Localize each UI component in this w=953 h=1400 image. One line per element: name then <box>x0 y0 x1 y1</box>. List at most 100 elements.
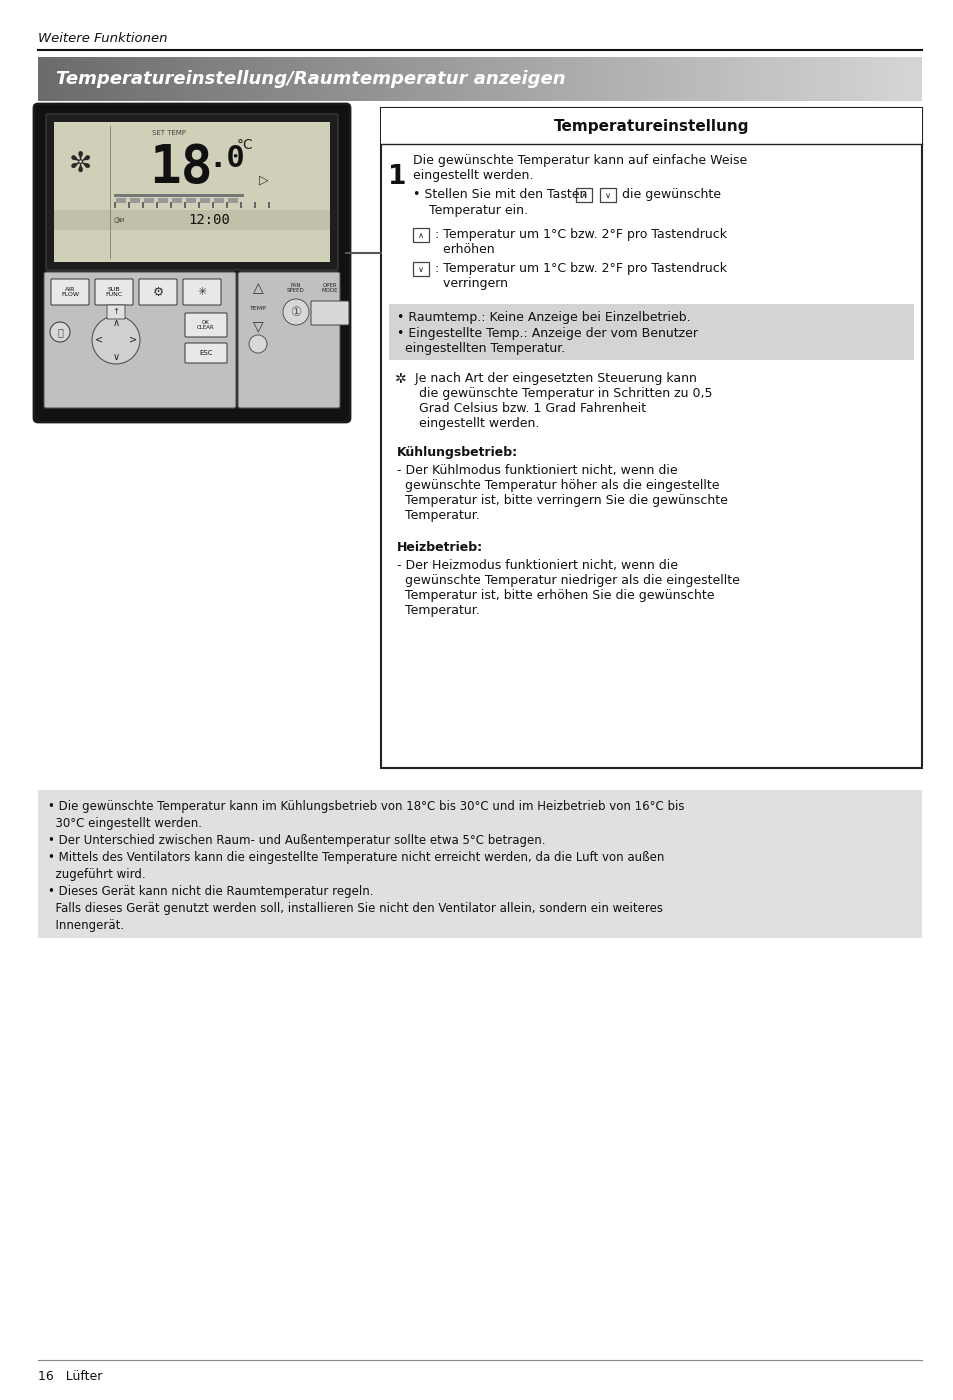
FancyBboxPatch shape <box>44 272 235 407</box>
Text: ↑: ↑ <box>112 308 119 316</box>
Bar <box>141 57 149 101</box>
Text: Temperatur ist, bitte erhöhen Sie die gewünschte: Temperatur ist, bitte erhöhen Sie die ge… <box>396 589 714 602</box>
Bar <box>200 57 208 101</box>
Bar <box>517 57 524 101</box>
Text: OPER
MODE: OPER MODE <box>321 283 338 294</box>
Bar <box>634 57 642 101</box>
Text: ○: ○ <box>113 217 120 223</box>
Bar <box>369 57 377 101</box>
Bar <box>281 57 289 101</box>
Bar <box>113 202 116 209</box>
Text: • Eingestellte Temp.: Anzeige der vom Benutzer: • Eingestellte Temp.: Anzeige der vom Be… <box>396 328 698 340</box>
Text: ∨: ∨ <box>417 265 424 273</box>
Text: 12:00: 12:00 <box>188 213 230 227</box>
Text: eingestellt werden.: eingestellt werden. <box>413 169 533 182</box>
Bar <box>222 57 230 101</box>
Text: >: > <box>129 335 137 344</box>
Bar <box>487 57 495 101</box>
Bar <box>414 57 421 101</box>
Text: die gewünschte Temperatur in Schritten zu 0,5: die gewünschte Temperatur in Schritten z… <box>411 386 712 400</box>
Text: ∨: ∨ <box>112 351 119 363</box>
Bar <box>841 57 848 101</box>
Bar <box>413 262 429 276</box>
Bar <box>119 57 127 101</box>
Text: SUB
FUNC: SUB FUNC <box>105 287 123 297</box>
Bar <box>599 188 616 202</box>
Bar <box>899 57 907 101</box>
Text: gewünschte Temperatur höher als die eingestellte: gewünschte Temperatur höher als die eing… <box>396 479 719 491</box>
Bar <box>884 57 892 101</box>
Bar <box>144 197 153 203</box>
Bar <box>384 57 392 101</box>
Text: ∧: ∧ <box>112 318 119 328</box>
Bar <box>788 57 797 101</box>
Bar <box>333 57 340 101</box>
Bar <box>130 197 140 203</box>
Bar <box>509 57 517 101</box>
Text: eingestellt werden.: eingestellt werden. <box>411 417 538 430</box>
Bar <box>116 197 126 203</box>
Text: °C: °C <box>236 139 253 153</box>
Bar <box>406 57 414 101</box>
Bar <box>133 57 141 101</box>
Bar <box>38 57 46 101</box>
Bar <box>877 57 884 101</box>
Bar <box>339 57 348 101</box>
Text: Temperatur.: Temperatur. <box>396 510 479 522</box>
Bar <box>730 57 738 101</box>
FancyBboxPatch shape <box>185 314 227 337</box>
Bar <box>178 57 186 101</box>
Bar <box>553 57 561 101</box>
Bar <box>576 188 592 202</box>
Bar <box>113 195 244 197</box>
Bar <box>663 57 671 101</box>
Bar <box>268 202 270 209</box>
Bar <box>649 57 657 101</box>
Text: ✳: ✳ <box>197 287 207 297</box>
Text: Kühlungsbetrieb:: Kühlungsbetrieb: <box>396 447 517 459</box>
Bar <box>68 57 75 101</box>
Text: <: < <box>95 335 103 344</box>
Text: ✲: ✲ <box>395 372 406 386</box>
Bar <box>228 197 237 203</box>
Bar <box>450 57 458 101</box>
Bar <box>149 57 156 101</box>
Bar <box>869 57 878 101</box>
Bar <box>428 57 436 101</box>
Text: - Der Kühlmodus funktioniert nicht, wenn die: - Der Kühlmodus funktioniert nicht, wenn… <box>396 463 677 477</box>
Bar <box>693 57 700 101</box>
Bar <box>825 57 833 101</box>
Text: : Temperatur um 1°C bzw. 2°F pro Tastendruck: : Temperatur um 1°C bzw. 2°F pro Tastend… <box>435 262 726 274</box>
Text: eingestellten Temperatur.: eingestellten Temperatur. <box>396 342 565 356</box>
Bar <box>198 202 200 209</box>
Circle shape <box>91 316 140 364</box>
Text: OK
CLEAR: OK CLEAR <box>197 319 214 330</box>
Bar <box>240 202 242 209</box>
FancyBboxPatch shape <box>34 104 350 421</box>
Bar <box>760 57 767 101</box>
Bar <box>465 57 473 101</box>
Text: Heizbetrieb:: Heizbetrieb: <box>396 540 482 554</box>
FancyBboxPatch shape <box>139 279 177 305</box>
Bar <box>479 57 487 101</box>
Text: ∨: ∨ <box>604 190 611 199</box>
FancyBboxPatch shape <box>95 279 132 305</box>
Bar <box>744 57 752 101</box>
Bar <box>818 57 826 101</box>
Text: AM: AM <box>117 217 125 223</box>
Text: Temperatureinstellung: Temperatureinstellung <box>553 119 748 133</box>
Text: zugeführt wird.: zugeführt wird. <box>48 868 146 881</box>
Text: △: △ <box>253 281 263 295</box>
Text: Je nach Art der eingesetzten Steuerung kann: Je nach Art der eingesetzten Steuerung k… <box>411 372 696 385</box>
Bar <box>627 57 635 101</box>
Text: • Der Unterschied zwischen Raum- und Außentemperatur sollte etwa 5°C betragen.: • Der Unterschied zwischen Raum- und Auß… <box>48 834 545 847</box>
Bar <box>715 57 722 101</box>
Text: Temperatur ist, bitte verringern Sie die gewünschte: Temperatur ist, bitte verringern Sie die… <box>396 494 727 507</box>
Bar <box>604 57 613 101</box>
Bar <box>862 57 870 101</box>
Bar <box>420 57 429 101</box>
Text: • Dieses Gerät kann nicht die Raumtemperatur regeln.: • Dieses Gerät kann nicht die Raumtemper… <box>48 885 374 897</box>
Bar <box>156 202 158 209</box>
Bar <box>193 57 200 101</box>
Bar <box>325 57 333 101</box>
